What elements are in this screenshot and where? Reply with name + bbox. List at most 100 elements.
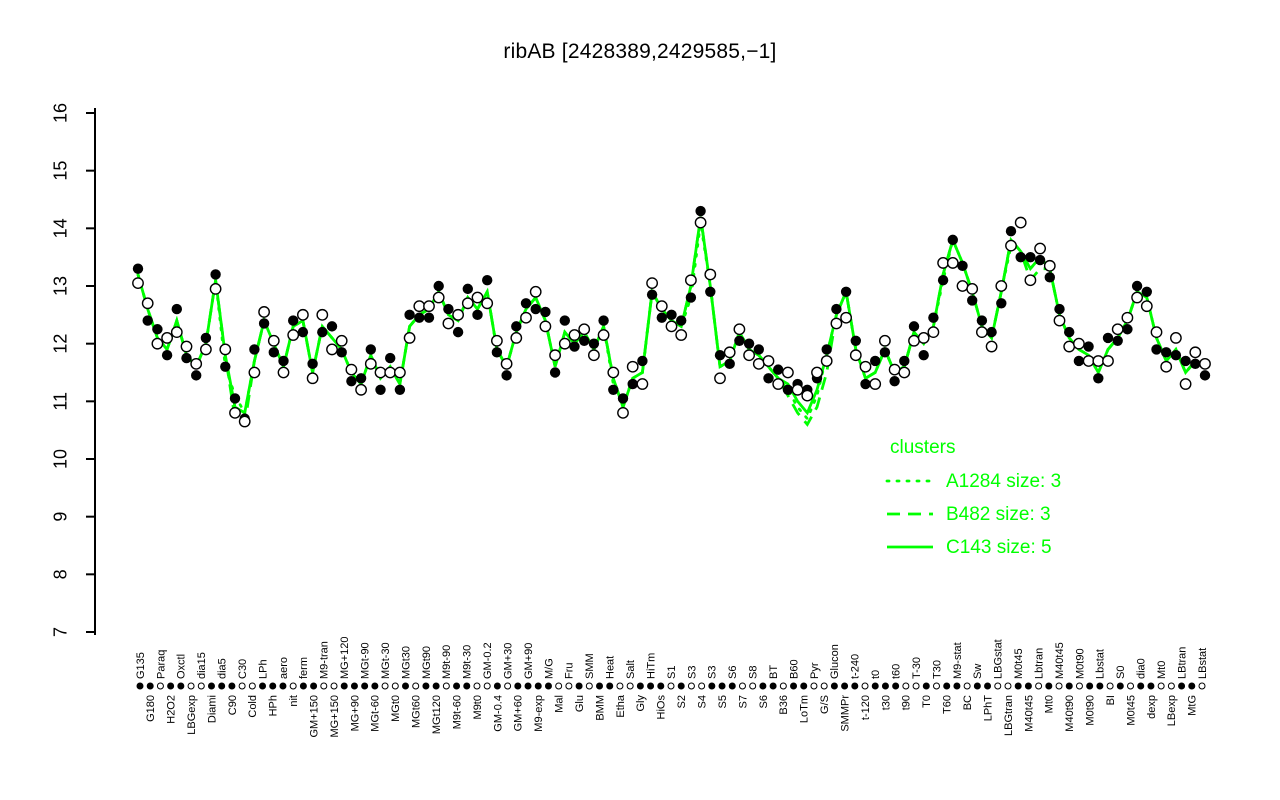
x-axis-label: Sw — [972, 664, 984, 679]
data-point-filled — [705, 286, 716, 297]
sample-marker — [361, 682, 369, 690]
data-point-open — [714, 372, 726, 385]
sample-marker — [371, 682, 379, 690]
x-axis-label: M9t-90 — [441, 645, 453, 679]
y-axis-tick-label: 9 — [50, 512, 70, 522]
sample-marker — [749, 682, 757, 690]
sample-marker — [289, 682, 297, 690]
sample-marker — [514, 682, 522, 690]
x-axis-label: Pyr — [809, 662, 821, 679]
data-point-open — [976, 326, 988, 339]
sample-marker — [544, 682, 552, 690]
data-point-open — [636, 378, 649, 390]
x-axis-label: Paraq — [155, 650, 167, 679]
data-point-open — [248, 366, 261, 379]
x-axis-label: C90 — [227, 695, 239, 715]
sample-marker — [759, 682, 767, 690]
data-point-filled — [210, 269, 221, 280]
data-point-filled — [375, 384, 386, 395]
data-point-open — [762, 355, 775, 367]
sample-marker — [973, 682, 981, 690]
sample-marker — [422, 682, 430, 690]
sample-marker — [1188, 682, 1196, 690]
sample-marker — [687, 682, 695, 690]
sample-marker — [881, 682, 889, 690]
data-point-filled — [1044, 272, 1056, 283]
data-point-open — [510, 331, 523, 344]
x-axis-label: T0 — [921, 695, 933, 708]
data-point-filled — [666, 309, 677, 321]
data-point-filled — [559, 315, 570, 326]
data-point-filled — [831, 303, 842, 315]
data-point-open — [597, 329, 610, 341]
data-point-filled — [608, 384, 619, 395]
data-point-open — [840, 311, 852, 324]
data-point-open — [1063, 340, 1076, 353]
x-axis-label: Etha — [615, 694, 627, 718]
sample-marker — [851, 682, 859, 690]
data-point-filled — [385, 352, 396, 364]
data-point-filled — [1005, 226, 1017, 237]
sample-marker — [350, 682, 358, 690]
x-axis-label: SMM — [584, 653, 596, 679]
sample-marker — [299, 682, 307, 690]
x-axis-label: dia0 — [1136, 658, 1148, 679]
data-point-open — [685, 274, 697, 287]
sample-marker — [483, 682, 491, 690]
data-point-open — [956, 280, 969, 292]
data-point-filled — [220, 361, 231, 372]
data-point-filled — [579, 335, 590, 346]
data-point-open — [393, 366, 406, 379]
data-point-filled — [870, 355, 881, 367]
data-point-open — [500, 357, 513, 370]
data-point-open — [733, 323, 746, 336]
sample-marker — [381, 682, 389, 690]
data-point-filled — [249, 344, 260, 355]
legend-entry-label: B482 size: 3 — [946, 503, 1051, 525]
x-axis-label: LBtran — [1176, 647, 1188, 679]
data-point-filled — [142, 315, 153, 326]
y-axis-tick-label: 12 — [50, 334, 70, 354]
sample-marker — [340, 682, 348, 690]
sample-marker — [167, 682, 175, 690]
data-point-open — [743, 349, 755, 362]
sample-marker — [555, 682, 563, 690]
sample-marker — [504, 682, 512, 690]
x-axis-label: MG+150 — [329, 695, 341, 738]
data-point-open — [558, 337, 571, 350]
data-point-filled — [918, 350, 929, 361]
data-point-open — [403, 331, 416, 344]
data-point-open — [1121, 311, 1134, 324]
x-axis-label: t-120 — [860, 695, 872, 720]
x-axis-label: B60 — [788, 659, 800, 679]
sample-marker — [136, 682, 144, 690]
x-axis-label: S8 — [748, 666, 760, 679]
sample-marker — [779, 682, 787, 690]
sample-marker — [984, 682, 992, 690]
sample-marker — [1014, 682, 1022, 690]
data-point-open — [229, 406, 241, 419]
sample-marker — [1096, 682, 1104, 690]
sample-marker — [279, 682, 287, 690]
x-axis-label: M/G — [543, 658, 555, 679]
legend-entry-label: C143 size: 5 — [946, 536, 1052, 558]
data-point-filled — [1170, 350, 1182, 361]
data-point-open — [617, 406, 629, 419]
x-axis-label: S2 — [676, 695, 688, 708]
data-point-filled — [996, 298, 1007, 309]
data-point-open — [432, 291, 445, 304]
data-point-open — [655, 300, 668, 313]
data-point-filled — [1122, 324, 1133, 335]
legend-entry: A1284 size: 3 — [884, 471, 1061, 491]
sample-marker — [1086, 682, 1094, 690]
data-point-filled — [258, 318, 270, 329]
sample-marker — [718, 682, 726, 690]
sample-marker — [636, 682, 644, 690]
x-axis-label: G180 — [145, 695, 157, 722]
data-point-open — [791, 383, 804, 396]
y-axis-tick-label: 14 — [50, 218, 70, 238]
data-point-open — [908, 334, 920, 347]
sample-marker — [197, 682, 205, 690]
sample-marker — [575, 682, 583, 690]
